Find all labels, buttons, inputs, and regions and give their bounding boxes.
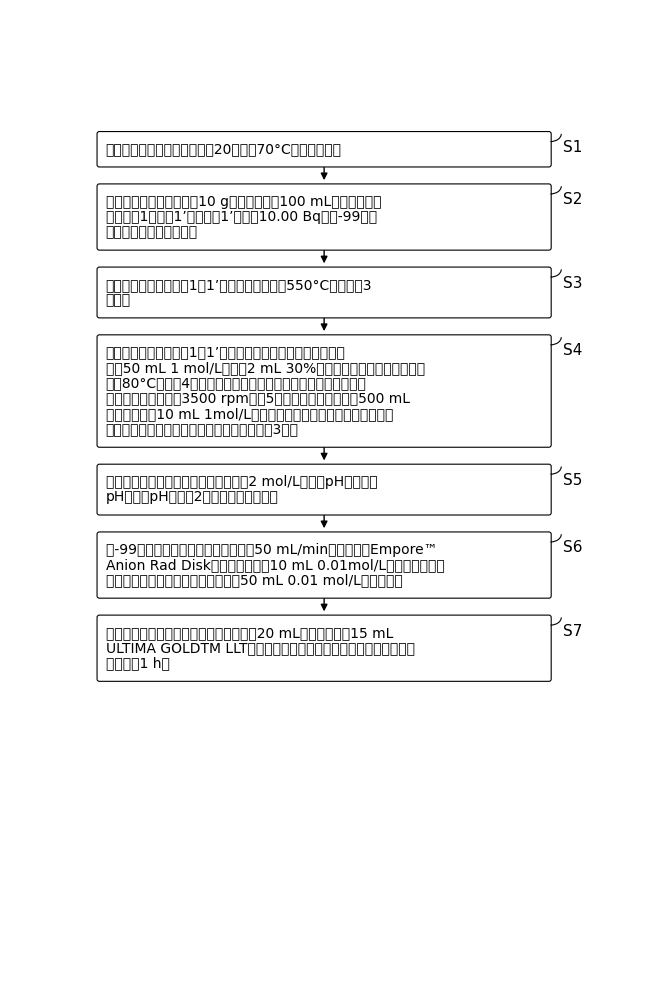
FancyBboxPatch shape [97,335,551,447]
Text: 样品预处理：将某土壤样品过20目筛，70°C烘干至恒重。: 样品预处理：将某土壤样品过20目筛，70°C烘干至恒重。 [105,142,342,156]
Text: S6: S6 [563,540,582,555]
Text: 热至80°C并保持4个小时，得到浸取液；冷却后将所述浸取液及沉: 热至80°C并保持4个小时，得到浸取液；冷却后将所述浸取液及沉 [105,376,366,390]
Text: 淀转移至离心管中，3500 rpm离心5分钟，转移上层清液至500 mL: 淀转移至离心管中，3500 rpm离心5分钟，转移上层清液至500 mL [105,392,409,406]
Text: 号为样品1和样品1’，在样品1’中加入10.00 Bq的锝-99示踪: 号为样品1和样品1’，在样品1’中加入10.00 Bq的锝-99示踪 [105,210,376,224]
Text: 量时间为1 h。: 量时间为1 h。 [105,657,170,671]
Text: S1: S1 [563,140,582,155]
Text: pH值，至pH值约为2，即得待过片料液。: pH值，至pH值约为2，即得待过片料液。 [105,490,278,504]
Text: 浸取液调节：边搅拌边在该烧杯中加入2 mol/L氨水，pH试纸监测: 浸取液调节：边搅拌边在该烧杯中加入2 mol/L氨水，pH试纸监测 [105,475,377,489]
Text: 浸取：将所述土壤样品1和1’分别转移至烧瓶中，在所述烧瓶中: 浸取：将所述土壤样品1和1’分别转移至烧瓶中，在所述烧瓶中 [105,346,346,360]
Text: 锝-99的富集和纯化：将待过片料液以50 mL/min的流速通过Empore™: 锝-99的富集和纯化：将待过片料液以50 mL/min的流速通过Empore™ [105,543,437,557]
FancyBboxPatch shape [97,464,551,515]
Text: 剂，并在红外灯下烤干。: 剂，并在红外灯下烤干。 [105,225,198,239]
FancyBboxPatch shape [97,267,551,318]
Text: 加入50 mL 1 mol/L盐酸，2 mL 30%双氧水，回流条件下电热套加: 加入50 mL 1 mol/L盐酸，2 mL 30%双氧水，回流条件下电热套加 [105,361,425,375]
FancyBboxPatch shape [97,615,551,681]
Text: S5: S5 [563,473,582,488]
FancyBboxPatch shape [97,132,551,167]
Text: 放射性测量：将湿润的固相萃取片转移至20 mL液闪管中，加15 mL: 放射性测量：将湿润的固相萃取片转移至20 mL液闪管中，加15 mL [105,626,393,640]
Text: 灰化：将所述土壤样品1和1’均放入马弗炉中于550°C进行灰化3: 灰化：将所述土壤样品1和1’均放入马弗炉中于550°C进行灰化3 [105,278,372,292]
Text: S3: S3 [563,276,582,291]
Text: 烧杯中，加入10 mL 1mol/L盐酸，再转移到离心管中，洗涤沉淀，: 烧杯中，加入10 mL 1mol/L盐酸，再转移到离心管中，洗涤沉淀， [105,407,393,421]
Text: 准确称量两份质量分别为10 g的土壤样品于100 mL磁坩埚中，编: 准确称量两份质量分别为10 g的土壤样品于100 mL磁坩埚中，编 [105,195,381,209]
Text: ULTIMA GOLDTM LLT闪烁液，充分摇匀，避光放置过夜后测量，测: ULTIMA GOLDTM LLT闪烁液，充分摇匀，避光放置过夜后测量，测 [105,641,415,655]
FancyBboxPatch shape [97,184,551,250]
Text: 离心后同样转移上层清液至该烧杯中，共洗涤3次。: 离心后同样转移上层清液至该烧杯中，共洗涤3次。 [105,423,299,437]
Text: S7: S7 [563,624,582,639]
Text: S2: S2 [563,192,582,207]
Text: Anion Rad Disk固相萃取片，用10 mL 0.01mol/L硝酸洗涤上述烧: Anion Rad Disk固相萃取片，用10 mL 0.01mol/L硝酸洗涤… [105,558,444,572]
FancyBboxPatch shape [97,532,551,598]
Text: 小时。: 小时。 [105,293,131,307]
Text: S4: S4 [563,343,582,358]
Text: 杯，洗液同样过该固相萃取片，再将50 mL 0.01 mol/L硝酸通过萃: 杯，洗液同样过该固相萃取片，再将50 mL 0.01 mol/L硝酸通过萃 [105,573,403,587]
